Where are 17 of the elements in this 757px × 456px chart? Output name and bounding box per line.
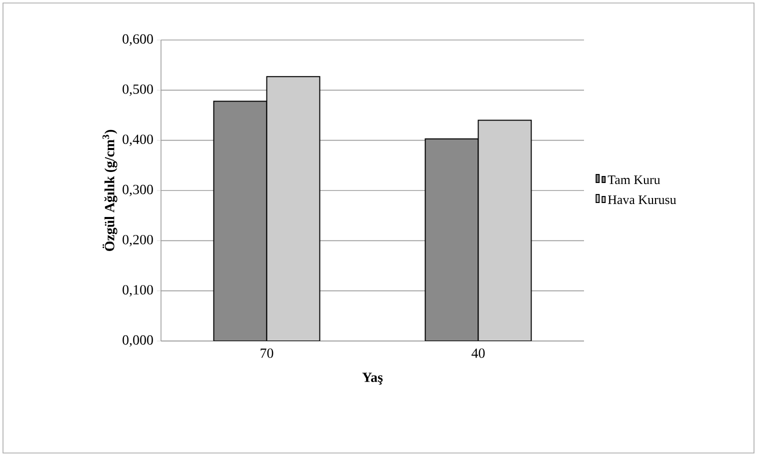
y-tick-label: 0,300 [122, 184, 153, 196]
y-tick-label: 0,400 [122, 134, 153, 146]
y-axis-title: Özgül Ağılık (g/cm$^{3}$) [102, 130, 118, 251]
x-tick-label: 70 [260, 348, 274, 358]
y-tick-label: 0,000 [122, 335, 153, 347]
x-tick-label: 40 [472, 348, 485, 358]
y-tick-label: 0,600 [122, 34, 153, 46]
bar [266, 76, 320, 341]
x-axis-title: Yaş [362, 372, 383, 385]
y-tick-label: 0,200 [122, 234, 153, 246]
bar [478, 120, 532, 341]
legend-label: Hava Kurusu [608, 195, 676, 204]
y-tick-label: 0,500 [122, 84, 153, 96]
legend-label: Tam Kuru [608, 176, 660, 184]
y-tick-label: 0,100 [122, 285, 153, 297]
bar [213, 100, 268, 341]
bar [424, 138, 479, 341]
